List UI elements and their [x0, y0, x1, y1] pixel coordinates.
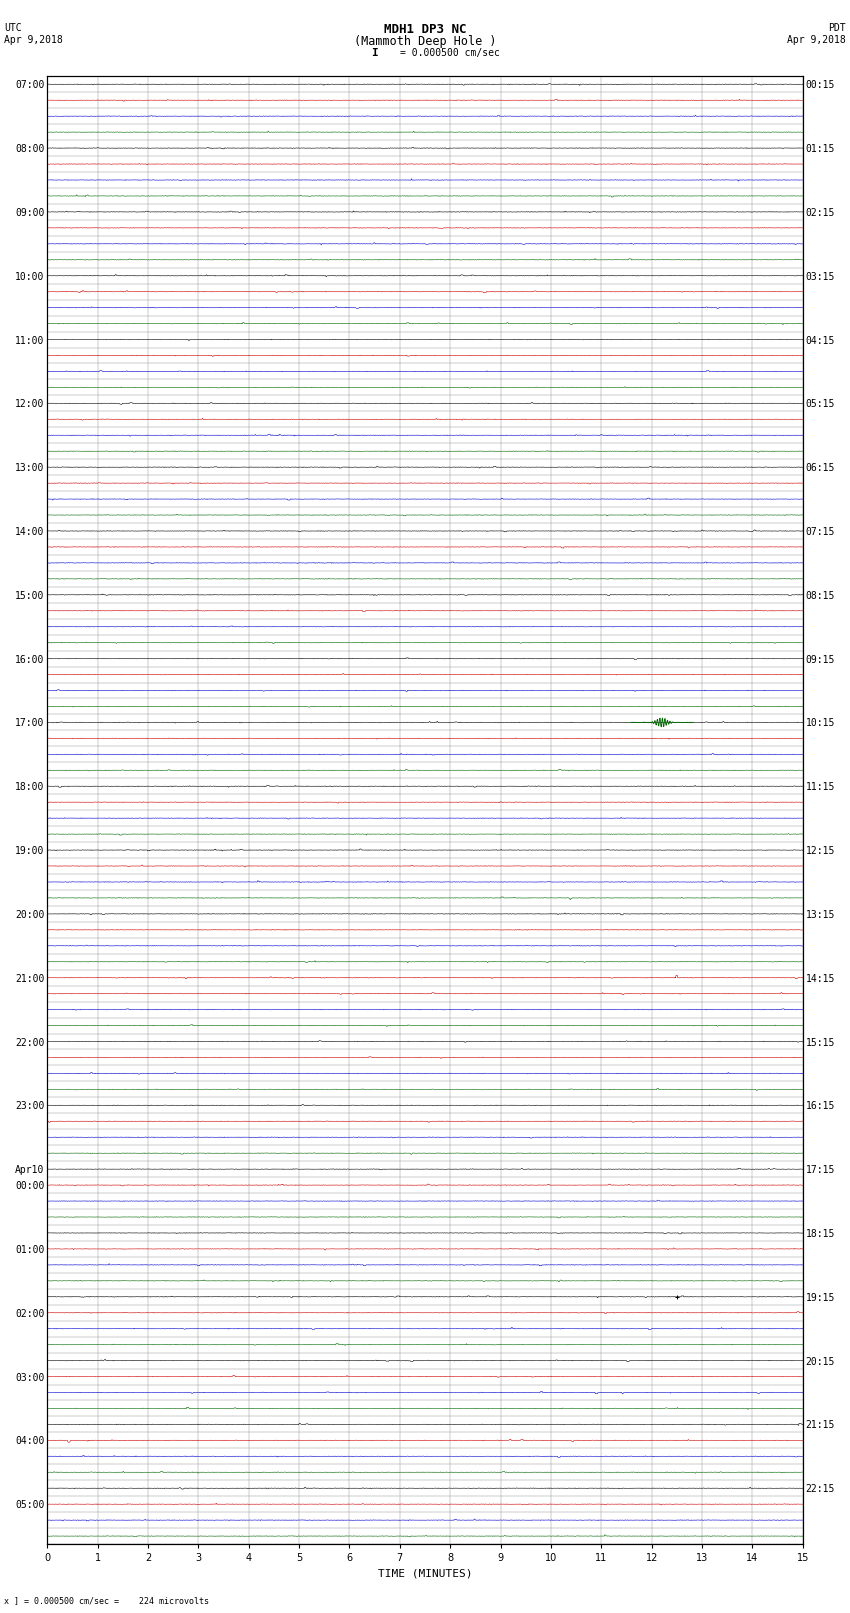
- Text: = 0.000500 cm/sec: = 0.000500 cm/sec: [400, 48, 499, 58]
- X-axis label: TIME (MINUTES): TIME (MINUTES): [377, 1569, 473, 1579]
- Text: PDT: PDT: [828, 23, 846, 32]
- Text: Apr 9,2018: Apr 9,2018: [787, 35, 846, 45]
- Text: (Mammoth Deep Hole ): (Mammoth Deep Hole ): [354, 35, 496, 48]
- Text: I: I: [371, 48, 377, 58]
- Text: UTC: UTC: [4, 23, 22, 32]
- Text: x ] = 0.000500 cm/sec =    224 microvolts: x ] = 0.000500 cm/sec = 224 microvolts: [4, 1595, 209, 1605]
- Text: Apr 9,2018: Apr 9,2018: [4, 35, 63, 45]
- Text: MDH1 DP3 NC: MDH1 DP3 NC: [383, 23, 467, 35]
